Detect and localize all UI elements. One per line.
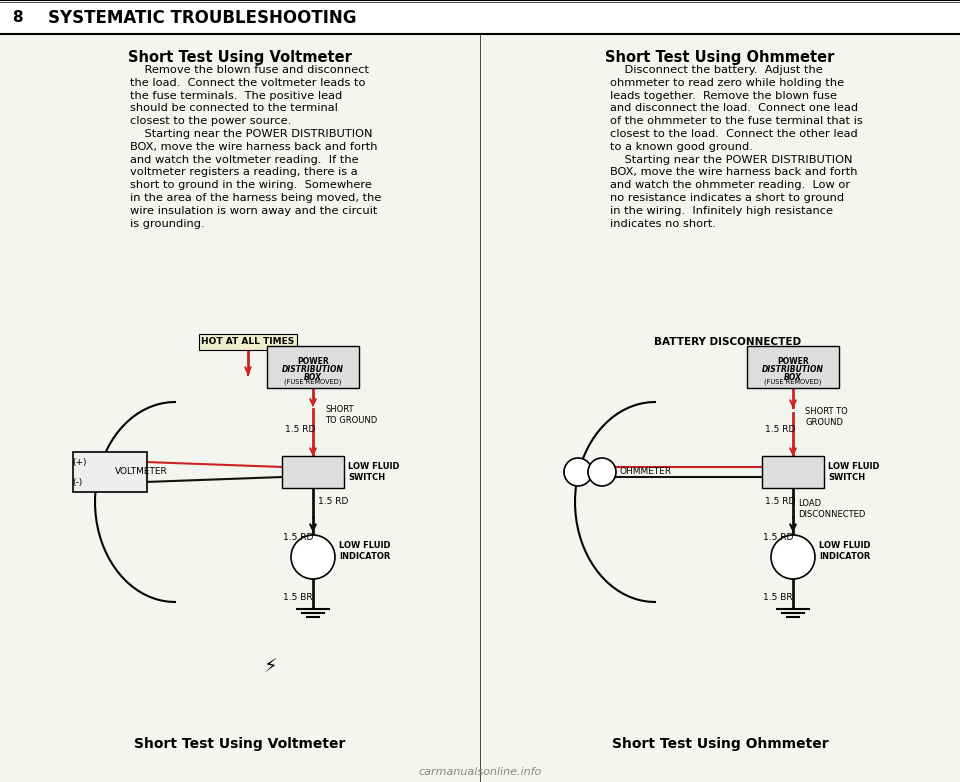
FancyBboxPatch shape — [267, 346, 359, 388]
Circle shape — [771, 535, 815, 579]
Text: BATTERY DISCONNECTED: BATTERY DISCONNECTED — [655, 337, 802, 347]
FancyBboxPatch shape — [199, 334, 297, 350]
Text: Short Test Using Voltmeter: Short Test Using Voltmeter — [128, 50, 352, 65]
Text: SHORT TO
GROUND: SHORT TO GROUND — [805, 407, 848, 427]
Text: (-): (-) — [72, 478, 83, 486]
Text: 1.5 RD: 1.5 RD — [765, 497, 796, 507]
Text: (FUSE REMOVED): (FUSE REMOVED) — [284, 378, 342, 386]
Text: 1.5 RD: 1.5 RD — [765, 425, 796, 435]
Text: VOLTMETER: VOLTMETER — [115, 468, 168, 476]
FancyBboxPatch shape — [762, 456, 824, 488]
Text: 1.5 RD: 1.5 RD — [283, 533, 313, 541]
Text: HOT AT ALL TIMES: HOT AT ALL TIMES — [202, 338, 295, 346]
Text: DISTRIBUTION: DISTRIBUTION — [762, 365, 824, 375]
Text: Short Test Using Voltmeter: Short Test Using Voltmeter — [134, 737, 346, 751]
FancyBboxPatch shape — [747, 346, 839, 388]
Text: BOX: BOX — [304, 374, 322, 382]
Text: POWER: POWER — [298, 357, 329, 367]
Text: Disconnect the battery.  Adjust the
ohmmeter to read zero while holding the
lead: Disconnect the battery. Adjust the ohmme… — [610, 65, 863, 228]
Text: 1.5 RD: 1.5 RD — [285, 425, 316, 435]
Circle shape — [564, 458, 592, 486]
Text: LOAD
DISCONNECTED: LOAD DISCONNECTED — [798, 499, 865, 518]
Text: LOW FLUID
SWITCH: LOW FLUID SWITCH — [348, 462, 399, 482]
Text: (+): (+) — [72, 457, 86, 467]
Text: LOW FLUID
INDICATOR: LOW FLUID INDICATOR — [819, 541, 871, 561]
Text: SYSTEMATIC TROUBLESHOOTING: SYSTEMATIC TROUBLESHOOTING — [48, 9, 356, 27]
Text: OHMMETER: OHMMETER — [620, 468, 672, 476]
Text: 1.5 RD: 1.5 RD — [318, 497, 348, 507]
Text: (FUSE REMOVED): (FUSE REMOVED) — [764, 378, 822, 386]
FancyBboxPatch shape — [282, 456, 344, 488]
Text: 1.5 BR: 1.5 BR — [283, 593, 313, 601]
Text: 1.5 RD: 1.5 RD — [763, 533, 793, 541]
Circle shape — [588, 458, 616, 486]
Text: ⚡: ⚡ — [263, 658, 276, 676]
Text: LOW FLUID
INDICATOR: LOW FLUID INDICATOR — [339, 541, 391, 561]
Text: Short Test Using Ohmmeter: Short Test Using Ohmmeter — [606, 50, 834, 65]
Text: POWER: POWER — [778, 357, 809, 367]
Circle shape — [291, 535, 335, 579]
Text: 8: 8 — [12, 10, 23, 26]
Text: LOW FLUID
SWITCH: LOW FLUID SWITCH — [828, 462, 879, 482]
Text: Short Test Using Ohmmeter: Short Test Using Ohmmeter — [612, 737, 828, 751]
Text: Remove the blown fuse and disconnect
the load.  Connect the voltmeter leads to
t: Remove the blown fuse and disconnect the… — [130, 65, 381, 228]
Text: DISTRIBUTION: DISTRIBUTION — [282, 365, 344, 375]
Text: 1.5 BR: 1.5 BR — [763, 593, 793, 601]
Text: SHORT
TO GROUND: SHORT TO GROUND — [325, 405, 377, 425]
Text: BOX: BOX — [784, 374, 802, 382]
FancyBboxPatch shape — [73, 452, 147, 492]
Text: carmanualsonline.info: carmanualsonline.info — [419, 767, 541, 777]
Bar — [0, 0, 960, 32]
